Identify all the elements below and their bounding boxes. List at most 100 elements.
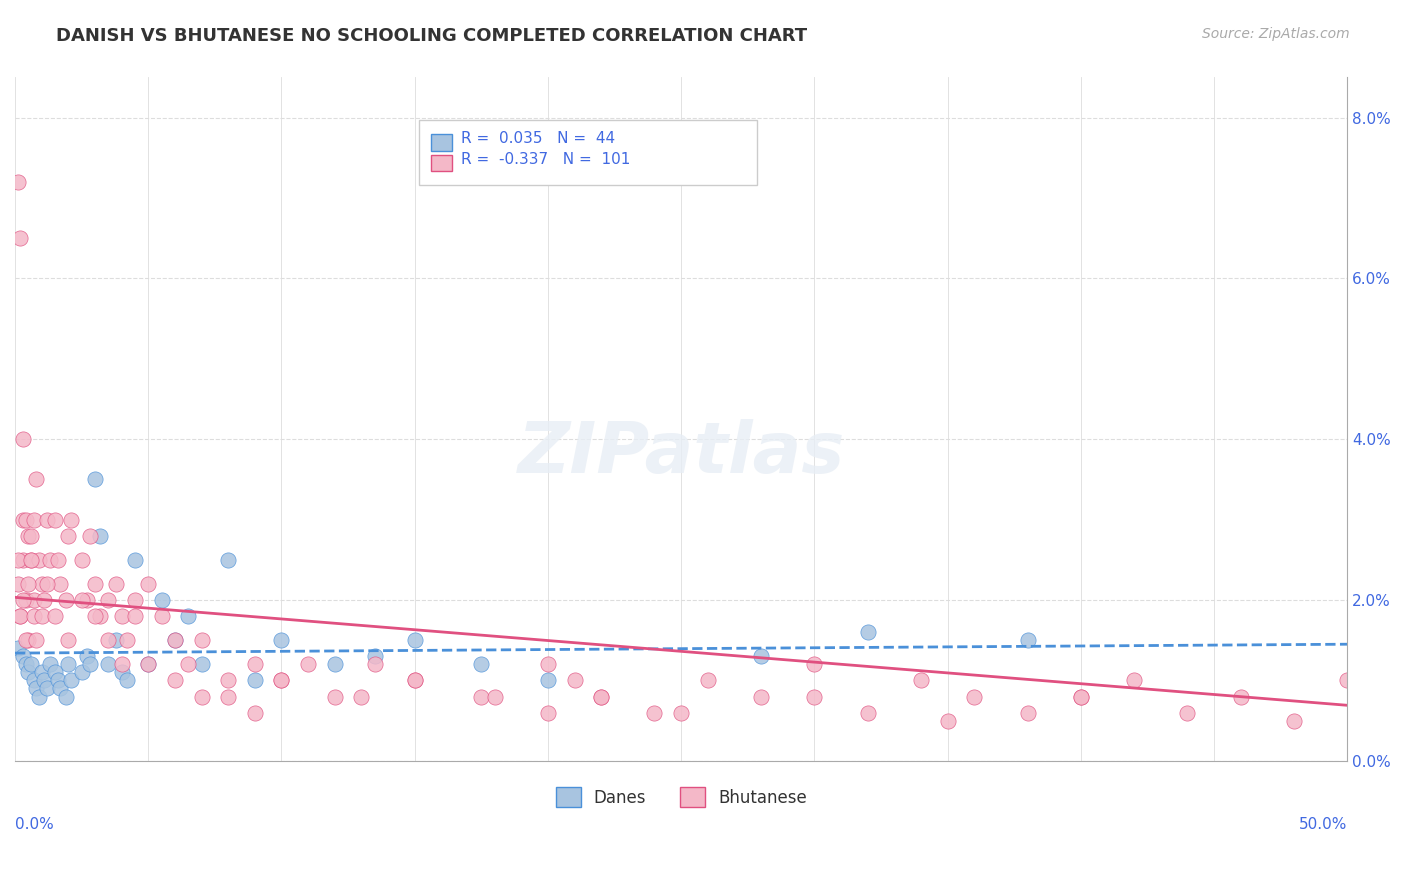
Point — [25, 472, 48, 486]
Point — [136, 577, 159, 591]
Point — [124, 553, 146, 567]
Point — [163, 633, 186, 648]
Point — [1017, 706, 1039, 720]
Point — [150, 609, 173, 624]
Point — [89, 529, 111, 543]
Text: ZIPatlas: ZIPatlas — [517, 419, 845, 488]
Point — [163, 633, 186, 648]
FancyBboxPatch shape — [430, 134, 451, 151]
Point — [35, 513, 58, 527]
Point — [856, 625, 879, 640]
Point — [11, 513, 34, 527]
Point — [1070, 690, 1092, 704]
Point — [46, 553, 69, 567]
Point — [17, 529, 39, 543]
Point — [323, 657, 346, 672]
Point — [470, 690, 492, 704]
Point — [22, 593, 45, 607]
Point — [11, 432, 34, 446]
Point — [404, 633, 426, 648]
Point — [364, 649, 387, 664]
Point — [11, 649, 34, 664]
Point — [28, 553, 51, 567]
Point — [20, 553, 42, 567]
Point — [136, 657, 159, 672]
Point — [110, 609, 132, 624]
Point — [217, 673, 239, 688]
Point — [115, 633, 138, 648]
Point — [89, 609, 111, 624]
Point — [20, 553, 42, 567]
Point — [11, 553, 34, 567]
Point — [84, 577, 107, 591]
Point — [44, 665, 66, 680]
Point — [963, 690, 986, 704]
Point — [35, 577, 58, 591]
Point — [564, 673, 586, 688]
Point — [270, 673, 292, 688]
Point — [31, 609, 53, 624]
Point — [79, 657, 101, 672]
Point — [243, 657, 266, 672]
Point — [177, 609, 200, 624]
Point — [14, 657, 37, 672]
Point — [17, 577, 39, 591]
Point — [190, 657, 212, 672]
Point — [55, 690, 77, 704]
Point — [1123, 673, 1146, 688]
Point — [55, 593, 77, 607]
Point — [177, 657, 200, 672]
Point — [1017, 633, 1039, 648]
Point — [14, 513, 37, 527]
Point — [84, 609, 107, 624]
Point — [1070, 690, 1092, 704]
Point — [14, 633, 37, 648]
Point — [669, 706, 692, 720]
Point — [856, 706, 879, 720]
Point — [643, 706, 665, 720]
Point — [270, 673, 292, 688]
Point — [8, 231, 31, 245]
Point — [124, 609, 146, 624]
Point — [936, 714, 959, 728]
Point — [217, 553, 239, 567]
Point — [34, 593, 56, 607]
Point — [537, 673, 560, 688]
Point — [14, 593, 37, 607]
Point — [350, 690, 373, 704]
Point — [1282, 714, 1305, 728]
Point — [59, 673, 82, 688]
Point — [1177, 706, 1199, 720]
Point — [749, 690, 772, 704]
Point — [70, 553, 93, 567]
Point — [11, 593, 34, 607]
Point — [25, 633, 48, 648]
Point — [364, 657, 387, 672]
Point — [38, 553, 60, 567]
Point — [124, 593, 146, 607]
Point — [537, 706, 560, 720]
Point — [97, 633, 120, 648]
Point — [49, 577, 72, 591]
Point — [31, 577, 53, 591]
Point — [28, 690, 51, 704]
Point — [297, 657, 319, 672]
Point — [17, 633, 39, 648]
Point — [537, 657, 560, 672]
Point — [58, 657, 80, 672]
Point — [31, 665, 53, 680]
Text: 0.0%: 0.0% — [15, 817, 53, 832]
Point — [34, 673, 56, 688]
Point — [8, 609, 31, 624]
Point — [7, 641, 30, 656]
Point — [591, 690, 613, 704]
Point — [49, 681, 72, 696]
Point — [696, 673, 718, 688]
Point — [190, 633, 212, 648]
Point — [84, 472, 107, 486]
Point — [1229, 690, 1251, 704]
Point — [25, 681, 48, 696]
Point — [150, 593, 173, 607]
Point — [70, 593, 93, 607]
Point — [76, 593, 98, 607]
